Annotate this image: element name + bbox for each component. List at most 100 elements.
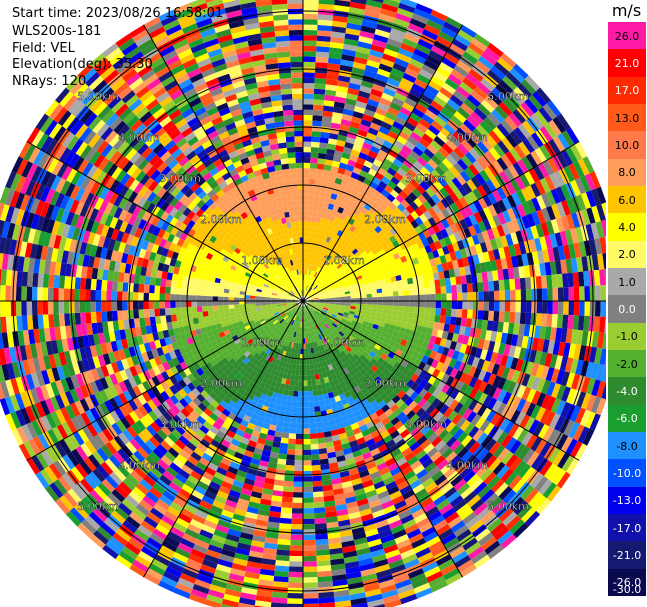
- velocity-bin: [389, 219, 398, 228]
- velocity-bin: [318, 223, 324, 230]
- velocity-bin: [397, 203, 406, 213]
- velocity-bin: [304, 290, 306, 296]
- velocity-bin: [407, 23, 425, 34]
- velocity-bin: [348, 6, 365, 16]
- velocity-bin: [317, 267, 322, 274]
- velocity-bin: [363, 222, 371, 230]
- velocity-bin: [329, 226, 336, 233]
- velocity-bin: [343, 240, 350, 248]
- velocity-bin: [514, 312, 521, 324]
- velocity-bin: [390, 189, 400, 199]
- velocity-bin: [323, 265, 328, 271]
- velocity-bin: [395, 12, 412, 23]
- velocity-bin: [483, 291, 490, 301]
- velocity-bin: [303, 51, 317, 57]
- velocity-bin: [333, 101, 345, 109]
- velocity-bin: [401, 278, 408, 286]
- velocity-bin: [393, 207, 402, 216]
- velocity-bin: [319, 190, 327, 197]
- velocity-bin: [456, 309, 463, 318]
- velocity-bin: [368, 168, 378, 177]
- velocity-bin: [303, 566, 318, 573]
- velocity-bin: [323, 100, 335, 107]
- velocity-bin: [303, 364, 307, 371]
- velocity-bin: [308, 287, 313, 293]
- velocity-bin: [460, 102, 474, 116]
- velocity-bin: [563, 301, 569, 315]
- velocity-bin: [408, 306, 415, 313]
- velocity-bin: [424, 109, 438, 121]
- velocity-bin: [316, 46, 330, 53]
- velocity-bin: [316, 427, 324, 434]
- velocity-bin: [393, 301, 399, 306]
- velocity-bin: [308, 189, 315, 196]
- velocity-bin: [421, 190, 432, 201]
- velocity-bin: [329, 280, 336, 286]
- velocity-bin: [519, 277, 526, 290]
- velocity-bin: [354, 179, 364, 188]
- velocity-bin: [318, 196, 326, 203]
- velocity-bin: [303, 72, 315, 78]
- velocity-bin: [510, 301, 516, 313]
- velocity-bin: [303, 210, 308, 216]
- velocity-bin: [316, 565, 332, 572]
- velocity-bin: [546, 274, 553, 289]
- velocity-bin: [291, 513, 303, 519]
- velocity-bin: [306, 292, 310, 297]
- velocity-bin: [289, 545, 303, 551]
- velocity-bin: [409, 295, 415, 301]
- velocity-bin: [415, 3, 433, 15]
- velocity-bin: [540, 313, 548, 327]
- velocity-bin: [274, 570, 289, 578]
- velocity-bin: [303, 460, 312, 466]
- velocity-bin: [316, 244, 322, 251]
- velocity-bin: [443, 52, 460, 65]
- velocity-bin: [377, 304, 383, 310]
- velocity-bin: [376, 131, 388, 140]
- velocity-bin: [316, 432, 325, 439]
- velocity-bin: [446, 119, 460, 132]
- velocity-bin: [526, 289, 532, 301]
- velocity-bin: [415, 184, 426, 195]
- velocity-bin: [378, 63, 393, 73]
- velocity-bin: [297, 407, 303, 413]
- velocity-bin: [306, 232, 311, 238]
- velocity-bin: [318, 262, 323, 268]
- velocity-bin: [336, 172, 345, 180]
- velocity-bin: [562, 314, 569, 329]
- velocity-bin: [352, 144, 363, 153]
- velocity-bin: [451, 177, 463, 189]
- velocity-bin: [429, 183, 440, 194]
- velocity-bin: [303, 205, 308, 211]
- velocity-bin: [312, 249, 317, 255]
- velocity-bin: [508, 112, 522, 127]
- velocity-bin: [447, 180, 458, 192]
- velocity-bin: [361, 260, 368, 267]
- velocity-bin: [376, 206, 385, 215]
- velocity-bin: [435, 301, 442, 309]
- velocity-bin: [303, 77, 315, 84]
- velocity-bin: [442, 158, 454, 170]
- velocity-bin: [353, 227, 360, 235]
- velocity-bin: [530, 113, 544, 130]
- velocity-bin: [319, 458, 329, 465]
- velocity-bin: [455, 173, 467, 186]
- velocity-bin: [392, 305, 399, 311]
- velocity-bin: [360, 147, 370, 156]
- velocity-bin: [540, 275, 548, 289]
- velocity-bin: [317, 274, 322, 280]
- velocity-bin: [347, 159, 357, 167]
- velocity-bin: [551, 274, 558, 288]
- velocity-bin: [306, 364, 311, 370]
- velocity-bin: [303, 391, 308, 397]
- velocity-bin: [315, 272, 319, 278]
- velocity-bin: [409, 87, 423, 99]
- velocity-bin: [281, 501, 293, 509]
- velocity-bin: [450, 115, 464, 128]
- velocity-bin: [381, 234, 389, 242]
- velocity-bins: [0, 0, 606, 607]
- velocity-bin: [453, 110, 467, 124]
- velocity-bin: [429, 287, 436, 295]
- velocity-bin: [285, 459, 295, 466]
- velocity-bin: [363, 160, 373, 169]
